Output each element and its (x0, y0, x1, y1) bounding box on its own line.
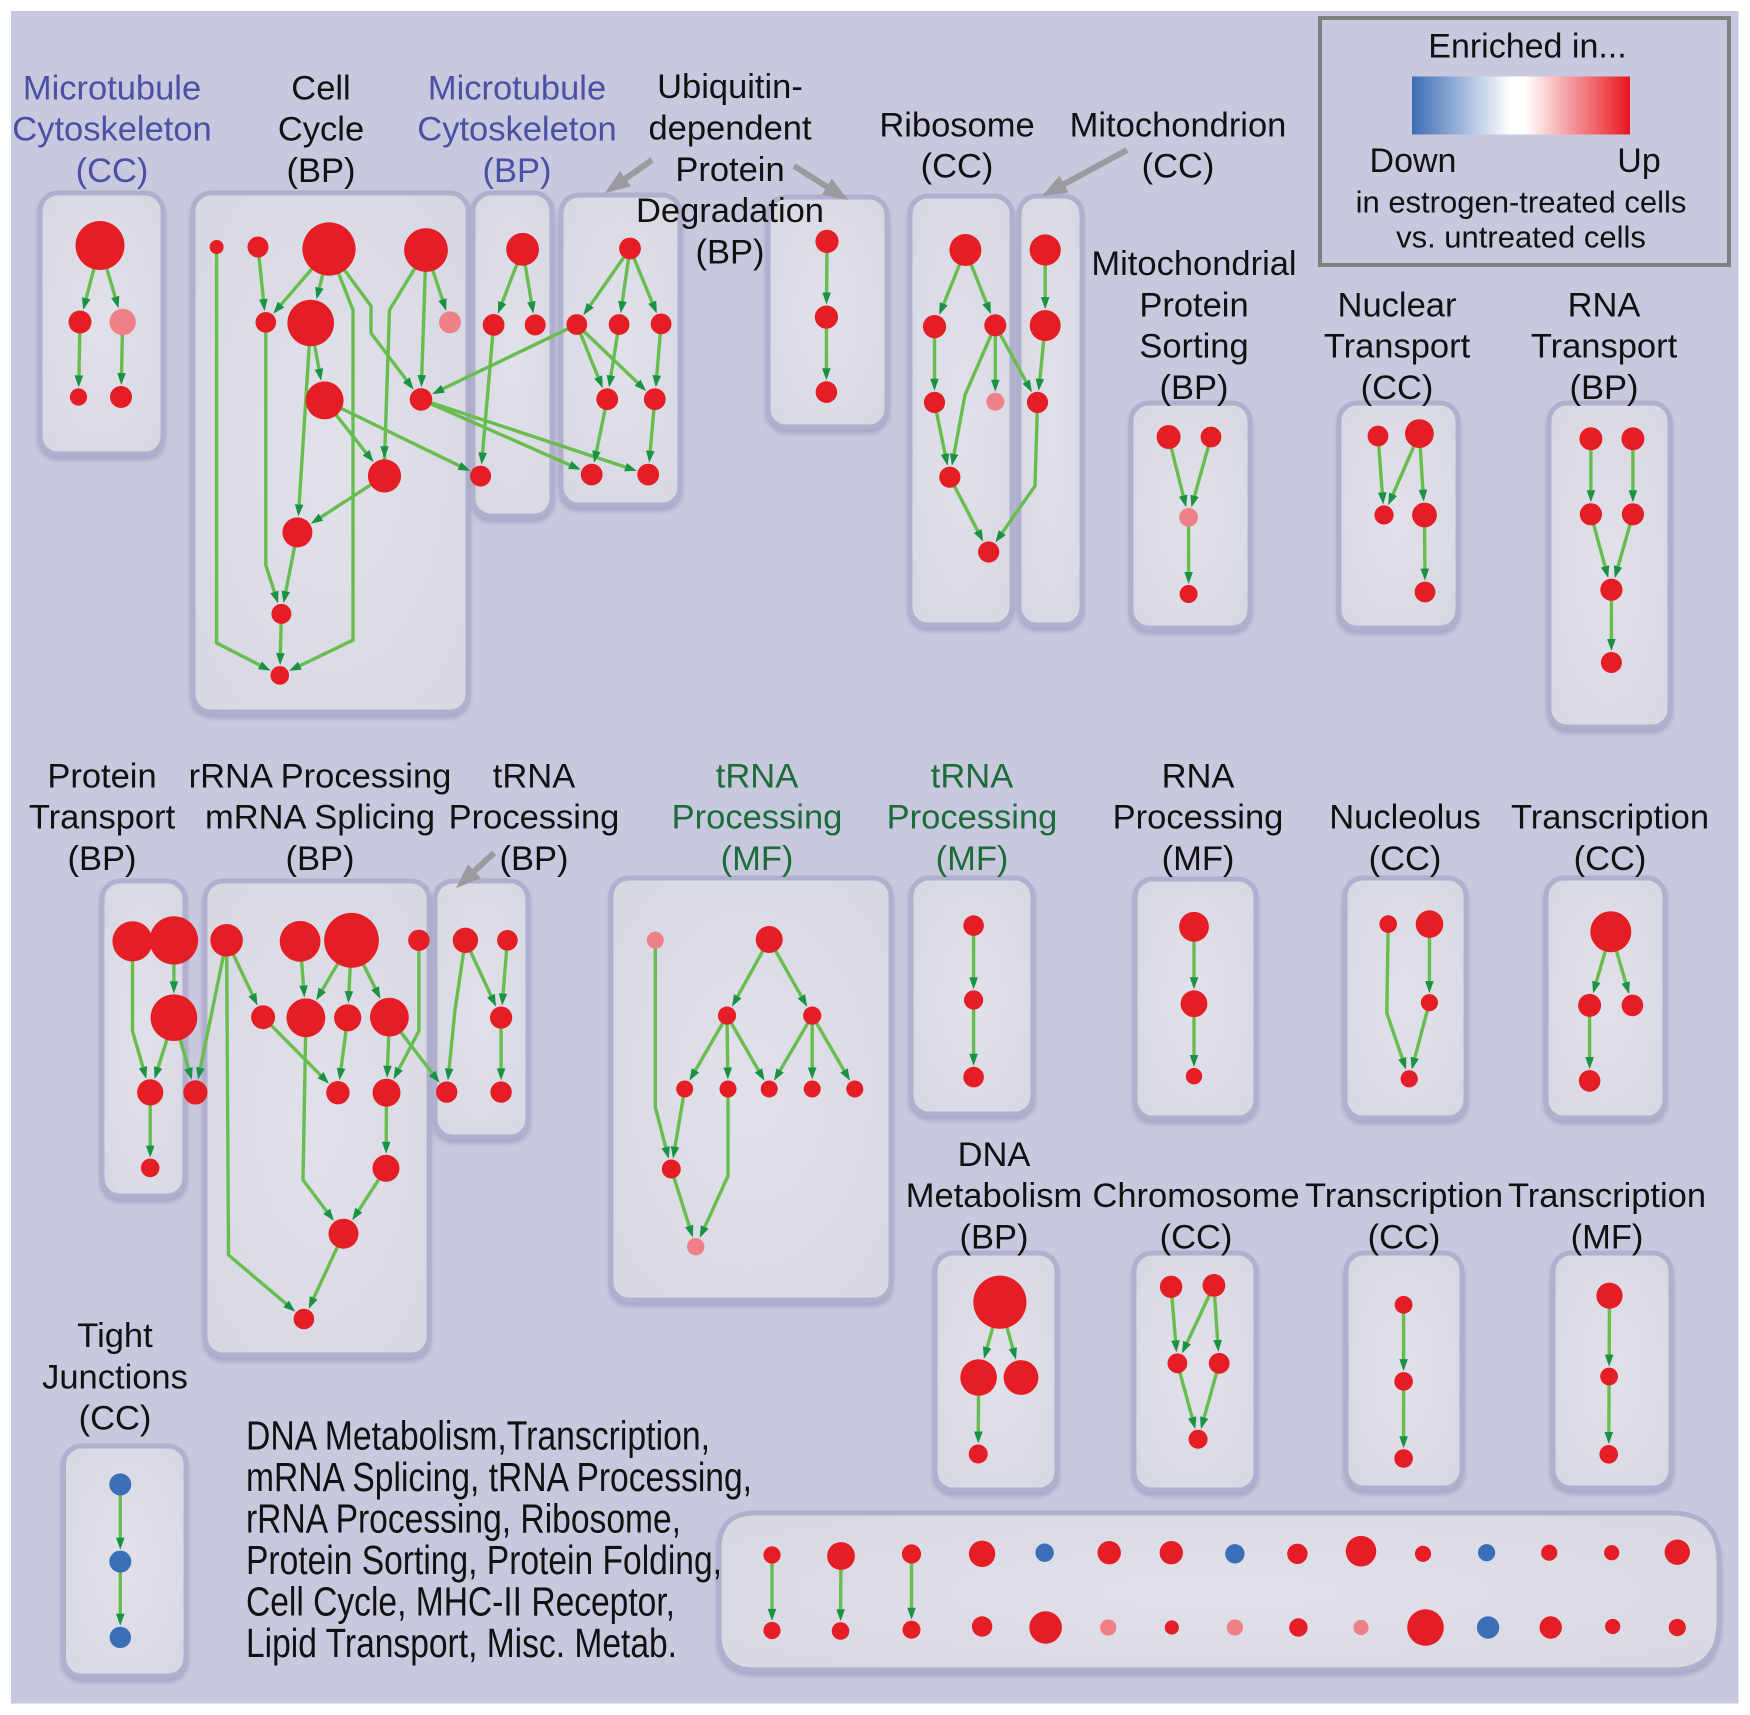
svg-text:Protein: Protein (1139, 286, 1248, 324)
svg-text:Mitochondrial: Mitochondrial (1091, 245, 1296, 283)
svg-text:mRNA Splicing: mRNA Splicing (205, 799, 435, 837)
svg-text:Protein: Protein (47, 757, 156, 795)
svg-text:Tight: Tight (77, 1317, 153, 1355)
svg-text:(BP): (BP) (696, 233, 765, 271)
svg-text:Up: Up (1617, 142, 1660, 180)
svg-text:tRNA: tRNA (493, 757, 575, 795)
svg-text:rRNA Processing, Ribosome,: rRNA Processing, Ribosome, (246, 1496, 681, 1542)
svg-text:Down: Down (1370, 142, 1457, 180)
svg-text:(MF): (MF) (1571, 1218, 1644, 1256)
svg-text:Junctions: Junctions (42, 1358, 188, 1396)
svg-text:(MF): (MF) (936, 840, 1009, 878)
svg-text:Lipid Transport, Misc. Metab.: Lipid Transport, Misc. Metab. (246, 1620, 677, 1666)
svg-text:Enriched in...: Enriched in... (1428, 27, 1626, 65)
svg-text:Processing: Processing (672, 799, 843, 837)
svg-text:dependent: dependent (648, 110, 811, 148)
svg-text:Ribosome: Ribosome (879, 106, 1034, 144)
svg-text:Transcription: Transcription (1305, 1177, 1503, 1215)
svg-text:Protein: Protein (675, 151, 784, 189)
svg-text:(CC): (CC) (76, 152, 149, 190)
svg-text:Transport: Transport (1531, 328, 1678, 366)
svg-text:(BP): (BP) (483, 152, 552, 190)
svg-text:(BP): (BP) (1570, 369, 1639, 407)
svg-text:(BP): (BP) (286, 840, 355, 878)
svg-text:tRNA: tRNA (716, 757, 798, 795)
svg-text:(BP): (BP) (1160, 369, 1229, 407)
svg-text:Cytoskeleton: Cytoskeleton (417, 111, 616, 149)
svg-text:Metabolism: Metabolism (906, 1177, 1082, 1215)
svg-text:(CC): (CC) (1160, 1218, 1233, 1256)
svg-text:Nuclear: Nuclear (1338, 286, 1457, 324)
svg-text:Mitochondrion: Mitochondrion (1070, 106, 1287, 144)
svg-text:Nucleolus: Nucleolus (1329, 799, 1481, 837)
svg-text:Microtubule: Microtubule (23, 69, 201, 107)
svg-text:Transport: Transport (1324, 328, 1471, 366)
svg-text:(CC): (CC) (1369, 840, 1442, 878)
svg-text:mRNA Splicing, tRNA Processing: mRNA Splicing, tRNA Processing, (246, 1454, 752, 1500)
svg-text:(MF): (MF) (721, 840, 794, 878)
svg-text:(CC): (CC) (1368, 1218, 1441, 1256)
svg-text:(CC): (CC) (1142, 148, 1215, 186)
svg-text:DNA Metabolism,Transcription,: DNA Metabolism,Transcription, (246, 1413, 710, 1459)
svg-text:Sorting: Sorting (1139, 328, 1248, 366)
svg-text:tRNA: tRNA (931, 757, 1013, 795)
svg-text:Processing: Processing (449, 799, 620, 837)
svg-text:RNA: RNA (1568, 286, 1641, 324)
svg-text:Cytoskeleton: Cytoskeleton (12, 111, 211, 149)
svg-text:(BP): (BP) (960, 1218, 1029, 1256)
svg-text:Transcription: Transcription (1511, 799, 1709, 837)
svg-text:(BP): (BP) (287, 152, 356, 190)
svg-text:(BP): (BP) (500, 840, 569, 878)
svg-text:(CC): (CC) (1361, 369, 1434, 407)
svg-text:(CC): (CC) (79, 1400, 152, 1438)
svg-text:(CC): (CC) (1574, 840, 1647, 878)
svg-text:Cell: Cell (291, 69, 350, 107)
svg-text:Chromosome: Chromosome (1092, 1177, 1299, 1215)
svg-text:Cycle: Cycle (278, 111, 364, 149)
svg-text:Cell Cycle, MHC-II Receptor,: Cell Cycle, MHC-II Receptor, (246, 1579, 675, 1625)
svg-text:(BP): (BP) (68, 840, 137, 878)
svg-text:Transcription: Transcription (1508, 1177, 1706, 1215)
svg-text:rRNA Processing: rRNA Processing (189, 757, 452, 795)
svg-text:Processing: Processing (887, 799, 1058, 837)
svg-text:(MF): (MF) (1162, 840, 1235, 878)
svg-text:DNA: DNA (958, 1136, 1031, 1174)
svg-text:Ubiquitin-: Ubiquitin- (657, 68, 803, 106)
svg-text:in estrogen-treated cells: in estrogen-treated cells (1356, 185, 1687, 220)
svg-text:Microtubule: Microtubule (428, 69, 606, 107)
svg-text:Protein Sorting, Protein Foldi: Protein Sorting, Protein Folding, (246, 1537, 722, 1583)
svg-text:(CC): (CC) (921, 148, 994, 186)
svg-text:Processing: Processing (1113, 799, 1284, 837)
svg-text:Transport: Transport (29, 799, 176, 837)
svg-text:vs. untreated cells: vs. untreated cells (1396, 219, 1646, 254)
svg-text:Degradation: Degradation (636, 192, 824, 230)
svg-text:RNA: RNA (1162, 757, 1235, 795)
